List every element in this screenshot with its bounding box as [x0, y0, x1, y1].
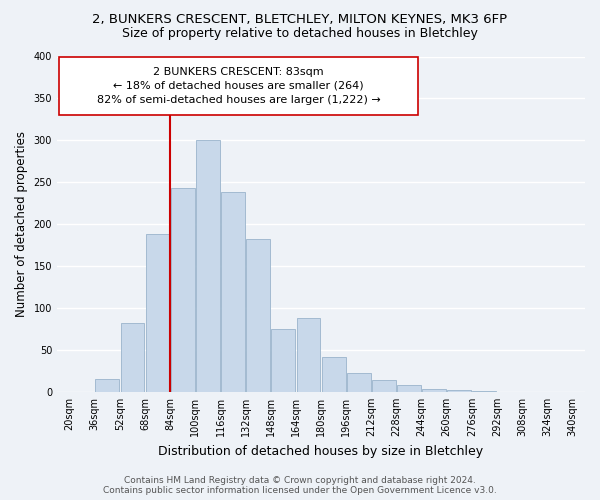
Bar	[146, 234, 170, 392]
Bar	[95, 380, 119, 392]
Bar	[448, 390, 471, 392]
Text: 2, BUNKERS CRESCENT, BLETCHLEY, MILTON KEYNES, MK3 6FP: 2, BUNKERS CRESCENT, BLETCHLEY, MILTON K…	[92, 12, 508, 26]
Bar	[397, 385, 421, 392]
Bar	[472, 391, 496, 392]
Text: Size of property relative to detached houses in Bletchley: Size of property relative to detached ho…	[122, 28, 478, 40]
Bar	[221, 192, 245, 392]
Bar	[271, 329, 295, 392]
FancyBboxPatch shape	[59, 56, 418, 115]
Bar	[121, 323, 145, 392]
Text: Contains HM Land Registry data © Crown copyright and database right 2024.
Contai: Contains HM Land Registry data © Crown c…	[103, 476, 497, 495]
Bar	[171, 188, 194, 392]
Bar	[372, 380, 396, 392]
Bar	[246, 240, 270, 392]
Bar	[322, 356, 346, 392]
Bar	[296, 318, 320, 392]
Text: 2 BUNKERS CRESCENT: 83sqm
← 18% of detached houses are smaller (264)
82% of semi: 2 BUNKERS CRESCENT: 83sqm ← 18% of detac…	[97, 67, 380, 105]
Bar	[347, 374, 371, 392]
Bar	[196, 140, 220, 392]
Bar	[422, 388, 446, 392]
Y-axis label: Number of detached properties: Number of detached properties	[15, 131, 28, 317]
X-axis label: Distribution of detached houses by size in Bletchley: Distribution of detached houses by size …	[158, 444, 484, 458]
